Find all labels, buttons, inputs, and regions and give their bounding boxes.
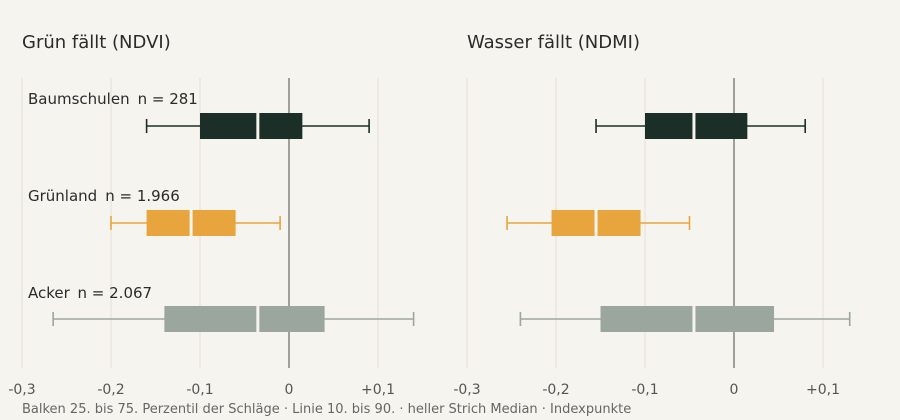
category-name: Acker (28, 284, 71, 302)
tick-label: +0,1 (361, 382, 395, 398)
category-count: n = 2.067 (78, 284, 153, 302)
iqr-box (200, 113, 303, 139)
tick-label: -0,3 (8, 382, 35, 398)
tick-label: 0 (285, 382, 294, 398)
category-name: Baumschulen (28, 90, 130, 108)
category-label: Grünland n = 1.966 (28, 187, 180, 205)
category-count: n = 1.966 (105, 187, 180, 205)
tick-label: -0,1 (186, 382, 213, 398)
panel-title: Grün fällt (NDVI) (22, 32, 171, 53)
iqr-box (600, 306, 775, 332)
tick-label: 0 (730, 382, 739, 398)
tick-label: -0,2 (542, 382, 569, 398)
iqr-box (645, 113, 748, 139)
panel-ndvi: Grün fällt (NDVI) -0,3 -0,2 -0,1 0 +0,1 Baumsc… (8, 32, 415, 398)
panel-ndmi: Wasser fällt (NDMI) -0,3 -0,2 -0,1 0 +0,1 (453, 32, 851, 398)
tick-label: -0,2 (97, 382, 124, 398)
tick-label: -0,3 (453, 382, 480, 398)
category-label: Acker n = 2.067 (28, 284, 152, 302)
iqr-box (164, 306, 325, 332)
category-label: Baumschulen n = 281 (28, 90, 198, 108)
category-count: n = 281 (138, 90, 198, 108)
category-name: Grünland (28, 187, 97, 205)
tick-label: +0,1 (806, 382, 840, 398)
footnote: Balken 25. bis 75. Perzentil der Schläge… (22, 402, 631, 417)
panel-title: Wasser fällt (NDMI) (467, 32, 640, 53)
tick-label: -0,1 (631, 382, 658, 398)
